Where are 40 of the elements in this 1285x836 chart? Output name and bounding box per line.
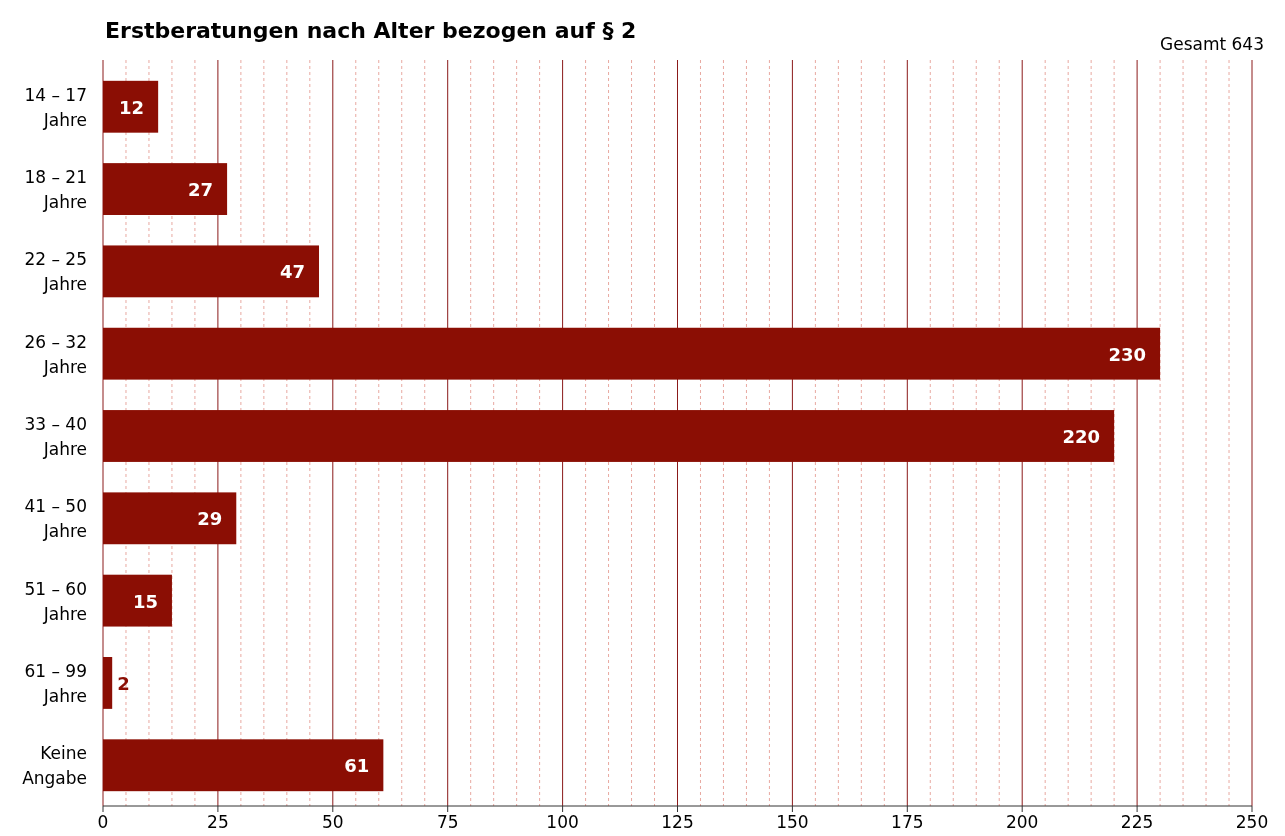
y-tick-label: 41 – 50 Jahre <box>24 496 87 542</box>
bar <box>103 410 1115 462</box>
x-tick-label: 250 <box>1235 812 1269 832</box>
y-tick-label: 22 – 25 Jahre <box>24 249 87 295</box>
text: Gesamt 643 <box>1160 34 1264 54</box>
y-tick-label: 61 – 99 Jahre <box>24 660 87 706</box>
y-tick-label: 14 – 17 Jahre <box>24 84 87 130</box>
x-tick-label: 125 <box>661 812 694 832</box>
data-label: 15 <box>132 590 158 612</box>
x-tick-label: 50 <box>321 812 344 832</box>
bar <box>103 657 113 709</box>
x-tick-label: 175 <box>891 812 924 832</box>
data-label: 230 <box>1108 343 1147 365</box>
chart-title: Erstberatungen nach Alter bezogen auf § 2 <box>105 18 637 43</box>
x-tick-label: 200 <box>1005 812 1039 832</box>
x-tick-label: 100 <box>546 812 579 832</box>
data-label: 220 <box>1062 426 1101 447</box>
x-tick-label: 25 <box>207 812 229 832</box>
bar <box>103 163 228 215</box>
bar <box>103 492 237 545</box>
data-label: 47 <box>279 261 306 283</box>
data-label: 12 <box>119 96 145 118</box>
y-tick-label: 26 – 32 Jahre <box>24 331 87 377</box>
x-tick-label: 0 <box>97 812 109 832</box>
bar <box>103 739 384 792</box>
bar <box>103 574 172 627</box>
data-label: 61 <box>344 755 370 777</box>
bar <box>103 245 320 298</box>
y-tick-label: 33 – 40 Jahre <box>24 414 87 459</box>
bar <box>103 80 159 133</box>
x-tick-label: 150 <box>776 812 809 832</box>
data-label: 2 <box>117 672 130 694</box>
data-label: 29 <box>197 508 223 530</box>
y-tick-label: Keine Angabe <box>22 743 87 789</box>
y-tick-label: 18 – 21 Jahre <box>24 167 87 213</box>
x-tick-label: 225 <box>1120 812 1154 832</box>
data-label: 27 <box>188 179 214 201</box>
x-tick-label: 75 <box>436 812 459 832</box>
y-tick-label: 51 – 60 Jahre <box>24 578 87 624</box>
bar <box>103 327 1161 380</box>
